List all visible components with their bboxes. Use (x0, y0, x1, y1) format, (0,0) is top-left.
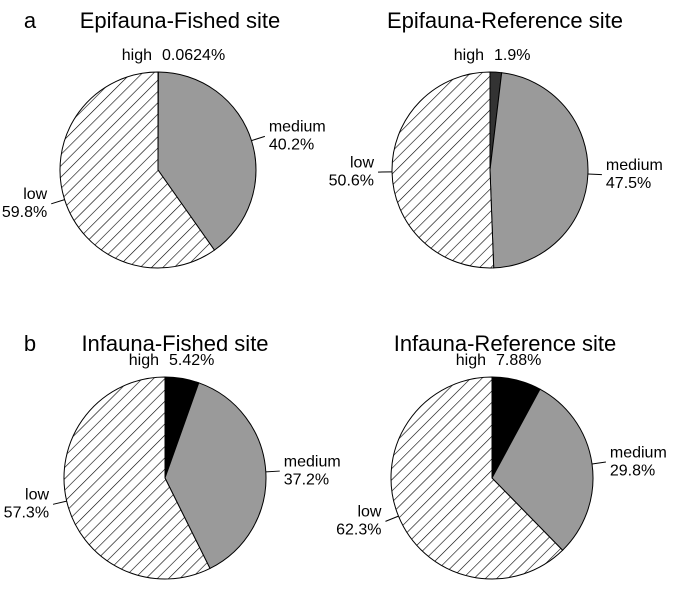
value-label: 47.5% (606, 175, 651, 192)
value-label: 29.8% (610, 462, 655, 479)
value-label: 62.3% (336, 522, 381, 539)
chart-title: Infauna-Fished site (81, 331, 268, 356)
value-label: 5.42% (169, 352, 214, 369)
chart-title: Epifauna-Reference site (387, 8, 623, 33)
leader-line (591, 461, 606, 465)
chart-title: Infauna-Reference site (394, 331, 617, 356)
category-label: low (23, 186, 47, 203)
category-label: medium (284, 453, 341, 470)
chart-title: Epifauna-Fished site (80, 8, 281, 33)
value-label: 0.0624% (162, 47, 225, 64)
leader-line (265, 470, 280, 473)
pie-slice (391, 71, 495, 269)
category-label: high (122, 47, 152, 64)
value-label: 59.8% (2, 204, 47, 221)
leader-line (587, 173, 602, 176)
leader-line (51, 199, 65, 205)
value-label: 37.2% (284, 471, 329, 488)
category-label: low (25, 487, 49, 504)
leader-line (251, 135, 265, 142)
category-label: high (456, 352, 486, 369)
pie-slice (164, 382, 267, 570)
category-label: low (357, 504, 381, 521)
value-label: 50.6% (329, 172, 374, 189)
value-label: 1.9% (494, 47, 530, 64)
panel-label: b (24, 331, 36, 356)
leader-line (52, 500, 67, 505)
category-label: medium (610, 444, 667, 461)
category-label: medium (606, 157, 663, 174)
value-label: 57.3% (4, 505, 49, 522)
pie-slice (489, 72, 589, 269)
category-label: low (350, 154, 374, 171)
leader-line (385, 515, 399, 522)
pie-slice (491, 388, 594, 551)
category-label: medium (269, 119, 326, 136)
category-label: high (454, 47, 484, 64)
value-label: 7.88% (496, 352, 541, 369)
pie-slice (59, 71, 216, 269)
value-label: 40.2% (269, 137, 314, 154)
category-label: high (129, 352, 159, 369)
panel-label: a (24, 8, 37, 33)
